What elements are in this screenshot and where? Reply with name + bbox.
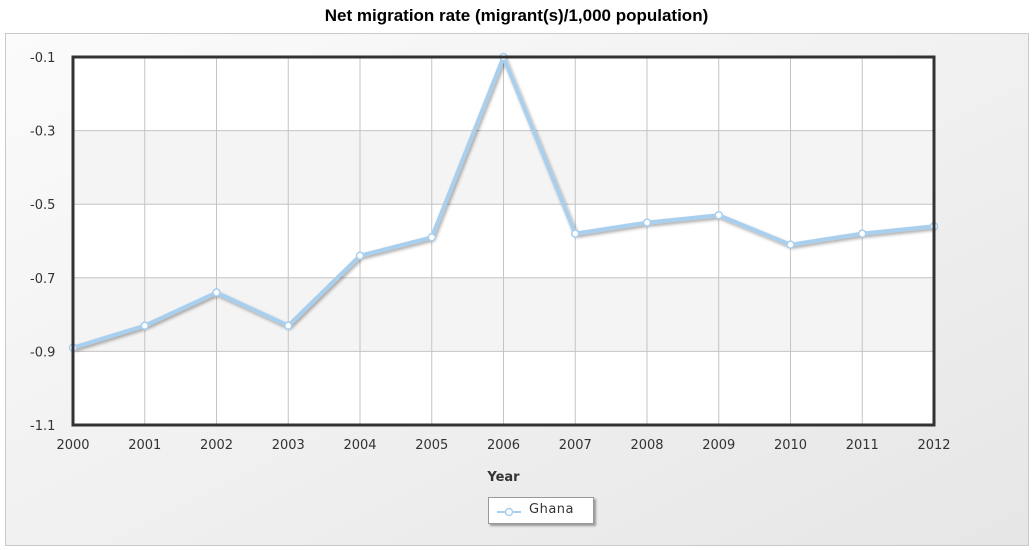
- x-tick-label: 2006: [487, 438, 520, 453]
- x-tick-label: 2005: [415, 438, 448, 453]
- legend-marker-icon: [497, 507, 521, 517]
- x-tick-label: 2000: [56, 438, 89, 453]
- data-point[interactable]: [284, 321, 293, 330]
- data-point[interactable]: [427, 233, 436, 242]
- y-tick-label: -0.9: [30, 345, 55, 360]
- y-tick-label: -0.3: [30, 125, 55, 140]
- data-point[interactable]: [212, 288, 221, 297]
- legend[interactable]: Ghana: [488, 497, 594, 524]
- legend-item-label: Ghana: [529, 502, 574, 517]
- x-tick-label: 2011: [846, 438, 879, 453]
- data-point[interactable]: [571, 229, 580, 238]
- x-tick-label: 2004: [343, 438, 376, 453]
- y-tick-label: -1.1: [30, 419, 55, 434]
- data-point[interactable]: [355, 251, 365, 260]
- x-tick-label: 2001: [128, 438, 161, 453]
- y-tick-label: -0.7: [30, 272, 55, 287]
- x-tick-label: 2009: [702, 438, 735, 453]
- x-tick-label: 2010: [774, 438, 807, 453]
- chart-title: Net migration rate (migrant(s)/1,000 pop…: [324, 6, 709, 25]
- data-point[interactable]: [642, 218, 652, 227]
- y-tick-label: -0.5: [30, 198, 55, 213]
- x-tick-label: 2008: [630, 438, 663, 453]
- data-point[interactable]: [858, 229, 867, 238]
- x-tick-label: 2007: [559, 438, 592, 453]
- plot-frame: [71, 55, 936, 427]
- data-point[interactable]: [786, 240, 795, 249]
- x-axis-label: Year: [486, 470, 520, 485]
- x-tick-label: 2012: [917, 438, 950, 453]
- x-tick-label: 2002: [200, 438, 233, 453]
- data-point[interactable]: [714, 210, 723, 220]
- x-tick-label: 2003: [272, 438, 305, 453]
- y-tick-label: -0.1: [30, 51, 55, 66]
- data-point[interactable]: [140, 321, 149, 330]
